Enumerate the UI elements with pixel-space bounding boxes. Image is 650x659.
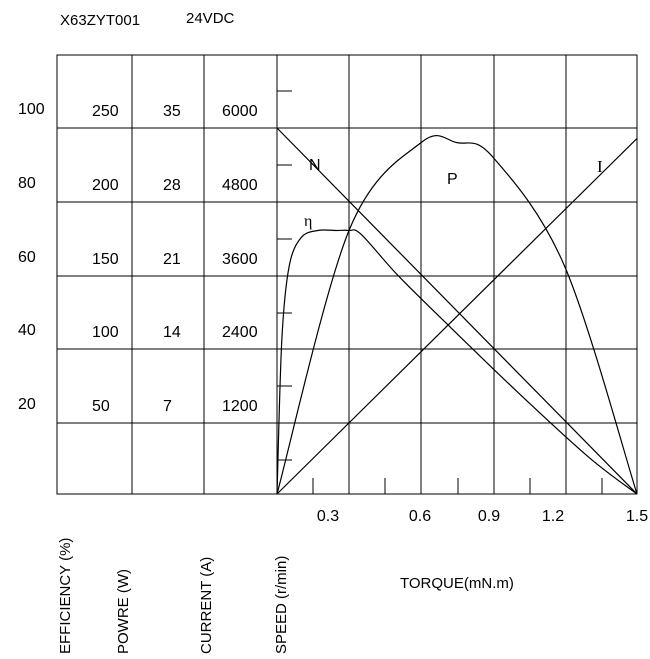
y-tick-a-28: 28 — [163, 177, 181, 194]
y-tick-rmin-2400: 2400 — [222, 324, 258, 341]
y-tick-w-250: 250 — [92, 103, 119, 120]
series-curves: N I Pη — [276, 127, 638, 495]
x-tick-1.5: 1.5 — [626, 508, 648, 525]
plot-border — [56, 54, 638, 495]
y-tick--20: 20 — [18, 396, 36, 413]
y-tick-rmin-6000: 6000 — [222, 103, 258, 120]
grid — [56, 54, 638, 495]
series-efficiency-label: η — [304, 213, 312, 230]
series-n-curve — [276, 127, 638, 495]
x-axis-title: TORQUE(mN.m) — [400, 575, 514, 592]
y-tick-a-21: 21 — [163, 251, 181, 268]
x-tick-0.9: 0.9 — [478, 508, 500, 525]
x-tick-1.2: 1.2 — [542, 508, 564, 525]
y-tick-a-14: 14 — [163, 324, 181, 341]
x-tick-0.6: 0.6 — [409, 508, 431, 525]
axis-title-1: EFFICIENCY (%) — [57, 538, 74, 654]
x-tick-0.3: 0.3 — [317, 508, 339, 525]
model-label: X63ZYT001 — [60, 12, 140, 29]
series-n-label: N — [309, 157, 321, 174]
axis-title-3: CURRENT (A) — [198, 557, 215, 654]
y-tick--60: 60 — [18, 249, 36, 266]
series-p-label: P — [447, 171, 458, 188]
tick-labels: 20 40 60 80 100 EFFICIENCY (%) 50 100 150 200 250 P… — [18, 101, 648, 654]
y-tick-rmin-1200: 1200 — [222, 398, 258, 415]
y-tick-w-200: 200 — [92, 177, 119, 194]
series-p-curve — [276, 134, 638, 495]
y-tick-a-35: 35 — [163, 103, 181, 120]
y-tick--80: 80 — [18, 175, 36, 192]
y-tick-rmin-4800: 4800 — [222, 177, 258, 194]
y-tick-w-50: 50 — [92, 398, 110, 415]
voltage-label: 24VDC — [186, 10, 235, 27]
series-i-label: I — [597, 157, 603, 176]
y-tick--100: 100 — [18, 101, 45, 118]
series-efficiency-curve — [276, 229, 638, 495]
y-tick-a-7: 7 — [163, 398, 172, 415]
series-i-curve — [276, 138, 638, 495]
axis-title-4: SPEED (r/min) — [273, 556, 290, 654]
y-tick-w-150: 150 — [92, 251, 119, 268]
y-tick-rmin-3600: 3600 — [222, 251, 258, 268]
y-tick-w-100: 100 — [92, 324, 119, 341]
axis-title-2: POWRE (W) — [115, 569, 132, 654]
y-tick--40: 40 — [18, 322, 36, 339]
